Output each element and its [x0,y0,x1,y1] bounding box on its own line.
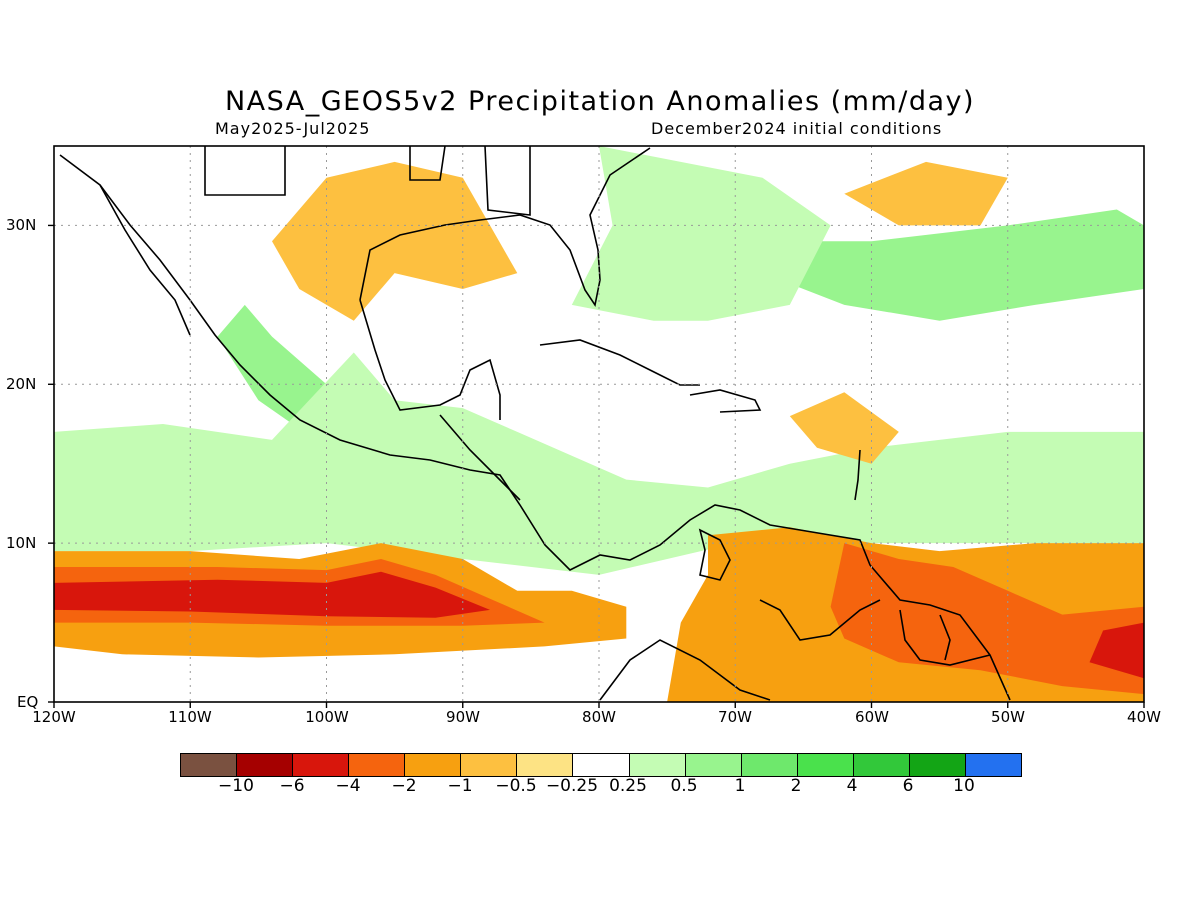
colorbar-swatch [573,754,630,776]
lon-label-110w: 110W [168,708,212,726]
colorbar-swatch [461,754,518,776]
lon-label-100w: 100W [305,708,349,726]
period-label: May2025-Jul2025 [215,119,371,138]
colorbar-swatch [853,754,910,776]
initial-conditions-label: December2024 initial conditions [651,119,943,138]
colorbar-tick-label: −10 [218,776,254,796]
lat-label-eq: EQ [17,693,39,711]
lon-label-40w: 40W [1127,708,1161,726]
colorbar-tick-label: −0.5 [495,776,537,796]
colorbar-swatch [293,754,350,776]
anomaly-region-10 [1089,622,1144,679]
colorbar-swatch [797,754,854,776]
colorbar-tick-label: 10 [953,776,975,796]
anomaly-region-13 [844,161,1008,226]
colorbar-swatch [349,754,406,776]
colorbar-tick-label: 1 [734,776,746,796]
colorbar-tick-label: −4 [335,776,361,796]
coastlines [59,146,1011,701]
colorbar-tick-label: −0.25 [545,776,599,796]
colorbar-tick-label: −2 [391,776,417,796]
colorbar-tick-label: −6 [279,776,305,796]
anomaly-region-4 [571,146,831,321]
anomaly-region-11 [272,161,518,321]
lon-label-60w: 60W [855,708,889,726]
lat-label-20n: 20N [6,375,37,393]
colorbar-swatch [685,754,742,776]
colorbar-tick-label: 6 [902,776,914,796]
lat-label-30n: 30N [6,216,37,234]
colorbar-tick-label: 0.5 [670,776,698,796]
lon-label-50w: 50W [991,708,1025,726]
colorbar-swatch [237,754,294,776]
lat-label-10n: 10N [6,534,37,552]
colorbar-swatch [517,754,574,776]
colorbar [180,753,1022,777]
lon-label-90w: 90W [446,708,480,726]
lon-label-80w: 80W [582,708,616,726]
anomaly-field [54,146,1144,702]
colorbar-swatch [405,754,462,776]
colorbar-swatch [741,754,798,776]
colorbar-swatch [181,754,238,776]
lon-label-70w: 70W [718,708,752,726]
colorbar-tick-label: 2 [790,776,802,796]
anomaly-region-7 [54,571,490,618]
colorbar-swatch [629,754,686,776]
axis-ticks [48,224,1145,708]
colorbar-tick-label: 0.25 [609,776,647,796]
graticule [54,146,1144,702]
lon-label-120w: 120W [32,708,76,726]
colorbar-tick-label: −1 [447,776,473,796]
anomaly-region-9 [830,543,1144,695]
anomaly-region-3 [54,352,1144,575]
anomaly-region-2 [735,209,1144,321]
colorbar-swatch [909,754,966,776]
map-title: NASA_GEOS5v2 Precipitation Anomalies (mm… [224,86,976,117]
anomaly-region-12 [789,392,899,464]
colorbar-swatch [965,754,1021,776]
colorbar-tick-label: 4 [846,776,858,796]
